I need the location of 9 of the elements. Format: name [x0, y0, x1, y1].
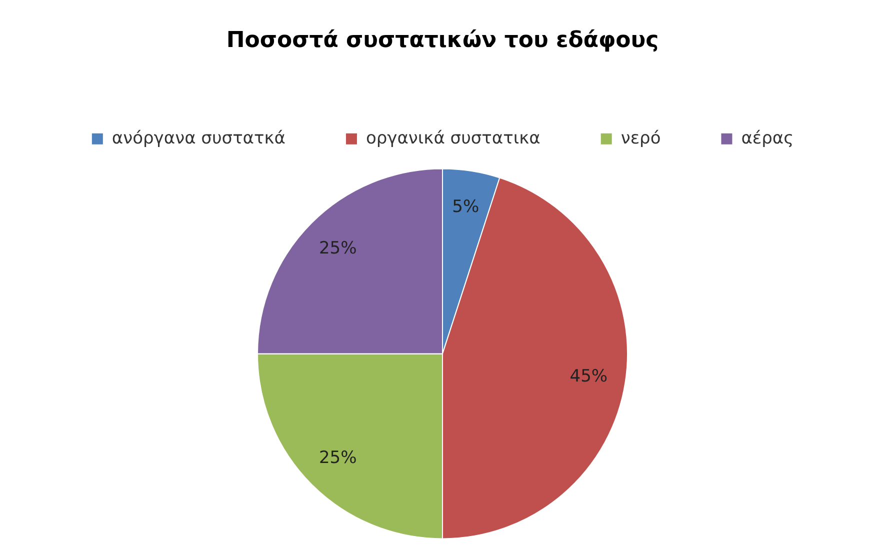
legend-label: ανόργανα συστατκά [112, 128, 286, 148]
data-label: 25% [318, 448, 357, 468]
legend-label: νερό [620, 128, 661, 148]
chart-title: Ποσοστά συστατικών του εδάφους [226, 28, 659, 53]
data-label: 5% [452, 196, 480, 217]
legend-label: αέρας [741, 128, 794, 148]
legend-label: οργανικά συστατικα [366, 128, 540, 148]
data-label: 25% [318, 238, 357, 258]
data-label: 45% [570, 366, 608, 386]
